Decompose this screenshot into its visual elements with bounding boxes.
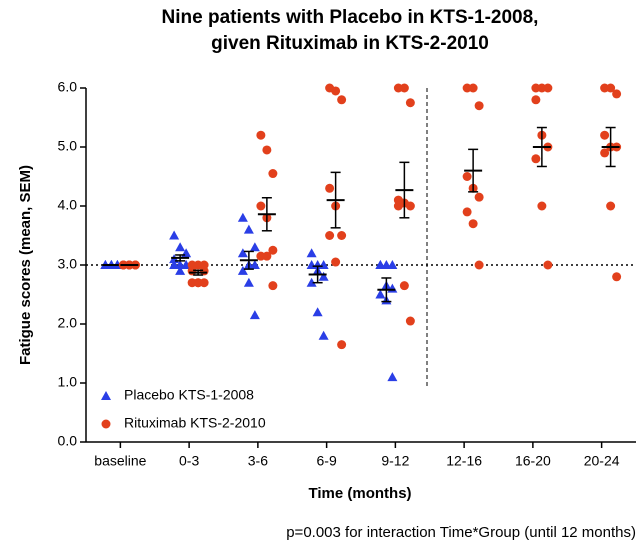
point [175, 242, 186, 252]
point [600, 130, 610, 140]
point [474, 192, 484, 202]
x-tick-label: 0-3 [179, 453, 199, 469]
point [606, 83, 616, 93]
point [306, 277, 317, 287]
point [249, 310, 260, 320]
point [375, 289, 386, 299]
point [337, 95, 347, 105]
point [387, 260, 398, 269]
point [249, 242, 260, 252]
point [237, 265, 248, 275]
legend-label: Placebo KTS-1-2008 [124, 387, 254, 403]
x-tick-label: baseline [94, 453, 146, 469]
point [543, 83, 553, 93]
point [531, 95, 541, 105]
point [325, 183, 335, 193]
x-tick-label: 9-12 [381, 453, 409, 469]
x-tick-label: 6-9 [317, 453, 337, 469]
point [337, 231, 347, 240]
legend-marker [101, 391, 111, 400]
point [169, 230, 180, 240]
point [199, 260, 209, 270]
y-tick-label: 4.0 [58, 197, 78, 213]
y-tick-label: 5.0 [58, 138, 78, 154]
y-tick-label: 6.0 [58, 79, 78, 95]
point [612, 89, 622, 99]
point [612, 272, 622, 282]
point [462, 172, 472, 181]
point [268, 281, 278, 291]
y-tick-label: 0.0 [58, 433, 78, 449]
point [405, 316, 415, 326]
point [331, 257, 341, 267]
x-tick-label: 3-6 [248, 453, 268, 469]
point [405, 201, 415, 211]
chart-title: given Rituximab in KTS-2-2010 [211, 33, 489, 54]
point [325, 231, 335, 240]
point [474, 260, 484, 270]
point [318, 330, 329, 340]
point [468, 83, 478, 93]
point [331, 86, 341, 96]
point [318, 271, 329, 281]
y-axis-label: Fatigue scores (mean, SEM) [17, 165, 34, 365]
point [537, 201, 547, 211]
point [387, 372, 398, 382]
chart-title: Nine patients with Placebo in KTS-1-2008… [162, 7, 539, 28]
point [169, 260, 180, 269]
point [243, 224, 254, 234]
point [306, 248, 317, 258]
y-tick-label: 3.0 [58, 256, 78, 272]
x-tick-label: 20-24 [584, 453, 620, 469]
x-tick-label: 16-20 [515, 453, 551, 469]
point [405, 98, 415, 108]
x-axis-label: Time (months) [308, 485, 411, 502]
point [243, 277, 254, 287]
point [474, 101, 484, 111]
point [193, 278, 203, 288]
point [268, 169, 278, 179]
point [256, 130, 266, 140]
point [337, 340, 347, 350]
point [175, 265, 186, 275]
point [468, 219, 478, 229]
point [399, 83, 409, 93]
legend-marker [101, 419, 111, 429]
point [237, 248, 248, 258]
point [375, 260, 386, 269]
point [606, 201, 616, 211]
point [543, 260, 553, 270]
point [399, 281, 409, 291]
y-tick-label: 2.0 [58, 315, 78, 331]
x-tick-label: 12-16 [446, 453, 482, 469]
point [256, 201, 266, 211]
point [262, 251, 272, 261]
legend-label: Rituximab KTS-2-2010 [124, 415, 266, 431]
point [312, 307, 323, 317]
point [268, 245, 278, 255]
point [237, 212, 248, 222]
point [462, 207, 472, 217]
y-tick-label: 1.0 [58, 374, 78, 390]
annotation: p=0.003 for interaction Time*Group (unti… [286, 524, 636, 541]
point [393, 201, 403, 211]
point [262, 145, 272, 155]
point [600, 148, 610, 158]
point [249, 260, 260, 269]
point [531, 154, 541, 164]
